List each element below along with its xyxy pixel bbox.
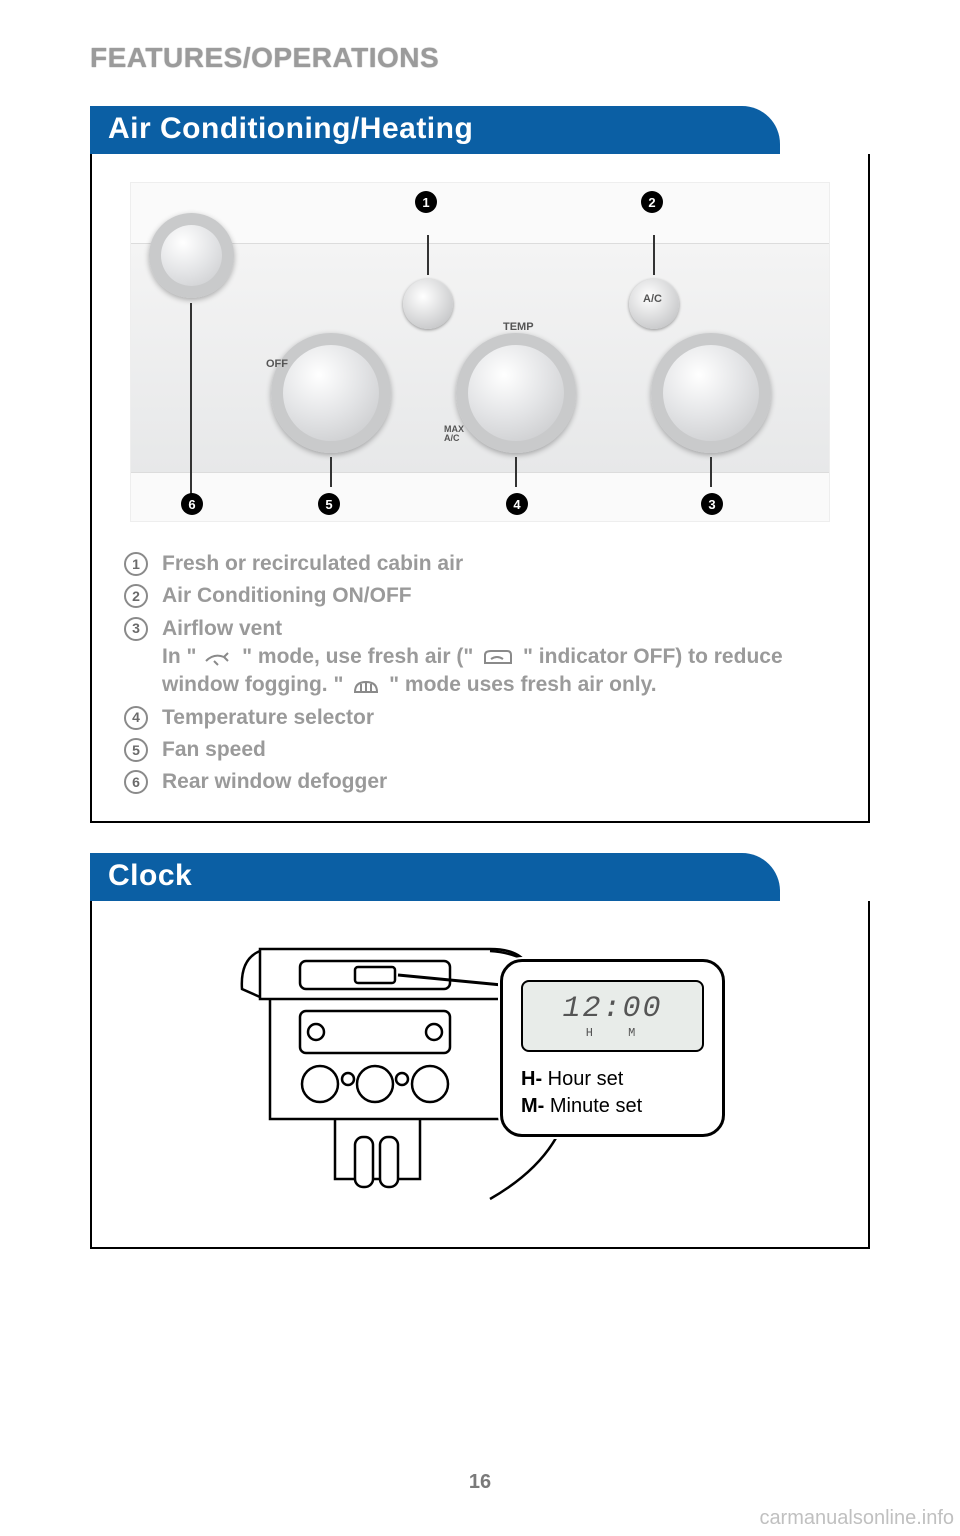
legend-item: 5 Fan speed [124, 736, 840, 764]
callout-3: 3 [701, 493, 723, 515]
defrost-icon [351, 676, 381, 696]
legend-text-b-mid: " mode, use fresh air (" [242, 645, 473, 668]
clock-popup: 12:00 H M H- Hour set M- Minute set [500, 959, 725, 1137]
callout-5: 5 [318, 493, 340, 515]
label-maxac: MAX A/C [444, 425, 464, 443]
clock-h-row: H- Hour set [521, 1066, 704, 1093]
section-title-clock: Clock [90, 853, 780, 901]
label-ac: A/C [643, 293, 662, 305]
legend-item: 3 Airflow vent In " " mode, use fresh ai… [124, 615, 840, 700]
fan-speed-dial [271, 333, 391, 453]
legend-text-a: Airflow vent [162, 617, 282, 640]
panel-ac: TEMP A/C OFF MAX A/C 1 2 3 4 5 6 1 Fresh… [90, 154, 870, 823]
legend-text: Fan speed [162, 736, 840, 764]
legend-text-b-pre: In " [162, 645, 196, 668]
legend-num: 4 [124, 706, 148, 730]
panel-clock: 12:00 H M H- Hour set M- Minute set [90, 901, 870, 1249]
airflow-mode-dial [651, 333, 771, 453]
legend-text: Fresh or recirculated cabin air [162, 550, 840, 578]
clock-m-prefix: M- [521, 1095, 544, 1117]
legend-item: 2 Air Conditioning ON/OFF [124, 582, 840, 610]
label-temp: TEMP [503, 321, 534, 333]
page-header: FEATURES/OPERATIONS [90, 42, 870, 74]
dashboard-lineart [130, 929, 830, 1219]
clock-m-label: Minute set [544, 1095, 642, 1117]
section-title-ac: Air Conditioning/Heating [90, 106, 780, 154]
label-off: OFF [266, 358, 288, 370]
clock-m-row: M- Minute set [521, 1093, 704, 1120]
temperature-dial [456, 333, 576, 453]
legend-num: 3 [124, 617, 148, 641]
callout-4: 4 [506, 493, 528, 515]
clock-time: 12:00 [562, 992, 662, 1026]
legend-text: Rear window defogger [162, 768, 840, 796]
legend-item: 6 Rear window defogger [124, 768, 840, 796]
clock-h-prefix: H- [521, 1068, 542, 1090]
legend-item: 4 Temperature selector [124, 704, 840, 732]
legend-text-b-end: " mode uses fresh air only. [389, 673, 656, 696]
legend-num: 2 [124, 584, 148, 608]
manual-page: FEATURES/OPERATIONS Air Conditioning/Hea… [0, 0, 960, 1536]
rear-defogger-button [149, 213, 234, 298]
ac-figure: TEMP A/C OFF MAX A/C 1 2 3 4 5 6 [130, 182, 830, 522]
recirculate-icon [481, 647, 515, 667]
callout-1: 1 [415, 191, 437, 213]
legend-text: Air Conditioning ON/OFF [162, 582, 840, 610]
legend-num: 5 [124, 738, 148, 762]
page-number: 16 [0, 1471, 960, 1494]
ac-legend: 1 Fresh or recirculated cabin air 2 Air … [120, 550, 840, 797]
callout-6: 6 [181, 493, 203, 515]
legend-text: Temperature selector [162, 704, 840, 732]
legend-item: 1 Fresh or recirculated cabin air [124, 550, 840, 578]
legend-num: 1 [124, 552, 148, 576]
clock-h-label: Hour set [542, 1068, 623, 1090]
callout-line-6 [190, 303, 192, 498]
legend-text: Airflow vent In " " mode, use fresh air … [162, 615, 840, 700]
recirculate-button [403, 279, 453, 329]
clock-figure: 12:00 H M H- Hour set M- Minute set [130, 929, 830, 1219]
legend-num: 6 [124, 770, 148, 794]
clock-hm-letters: H M [576, 1026, 650, 1040]
clock-lcd: 12:00 H M [521, 980, 704, 1052]
floor-defrost-icon [204, 647, 234, 667]
callout-2: 2 [641, 191, 663, 213]
clock-labels: H- Hour set M- Minute set [521, 1066, 704, 1120]
watermark: carmanualsonline.info [759, 1507, 954, 1530]
